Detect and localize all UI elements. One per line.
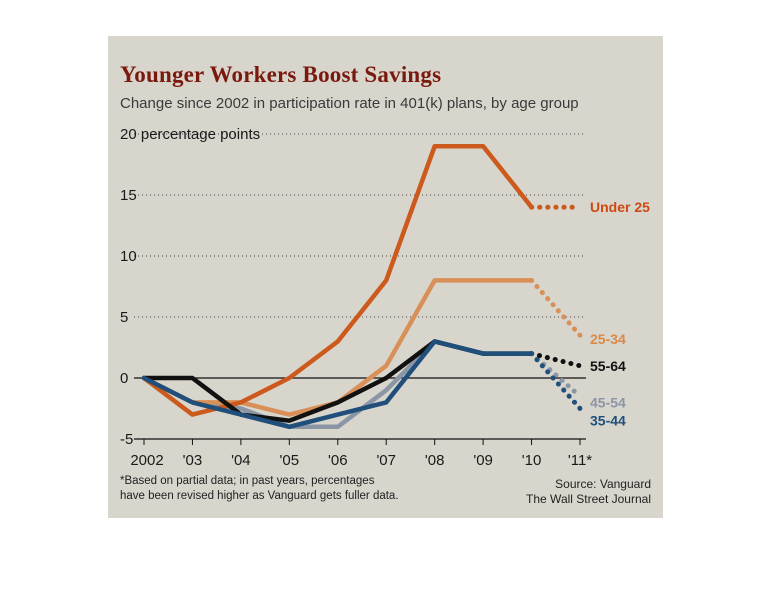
y-tick-label: 10 [120,248,137,265]
chart-title: Younger Workers Boost Savings [120,62,442,87]
x-tick-label: '06 [328,452,348,469]
chart-panel: -5 0 5 10 15 20 percentage points 2002 '03 '04 '0… [108,36,663,518]
series-label: 35-44 [590,413,626,429]
series-forecast-line [529,351,583,369]
series-line [141,143,534,417]
footnote: *Based on partial data; in past years, p… [120,474,399,504]
y-tick-label: 20 percentage points [120,126,260,143]
chart-subtitle: Change since 2002 in participation rate … [120,95,579,112]
x-tick-label: '11* [568,452,592,469]
series-label: 25-34 [590,331,626,347]
x-tick-label: '03 [183,452,203,469]
x-tick-label: '10 [522,452,542,469]
x-tick-label: '09 [473,452,493,469]
y-tick-label: 15 [120,187,137,204]
x-tick-label: '04 [231,452,251,469]
series-line [141,339,534,430]
source-line: The Wall Street Journal [526,492,651,506]
footnote-line: *Based on partial data; in past years, p… [120,475,375,487]
source-credit: Source: Vanguard The Wall Street Journal [526,477,651,507]
y-tick-label: 0 [120,370,128,387]
series-forecast-line [529,351,583,399]
series-line [141,278,534,417]
line-chart: -5 0 5 10 15 20 percentage points 2002 '03 '04 '0… [120,126,650,469]
source-line: Source: Vanguard [555,477,651,491]
x-tick-label: '07 [376,452,396,469]
series-label: 55-64 [590,358,626,374]
x-tick-label: 2002 [130,452,163,469]
footnote-line: have been revised higher as Vanguard get… [120,490,399,502]
series-label: Under 25 [590,199,650,215]
y-tick-label: -5 [120,431,133,448]
series-forecast-line [529,277,583,338]
x-tick-label: '05 [280,452,300,469]
y-tick-label: 5 [120,309,128,326]
series-label: 45-54 [590,394,626,410]
x-tick-label: '08 [425,452,445,469]
